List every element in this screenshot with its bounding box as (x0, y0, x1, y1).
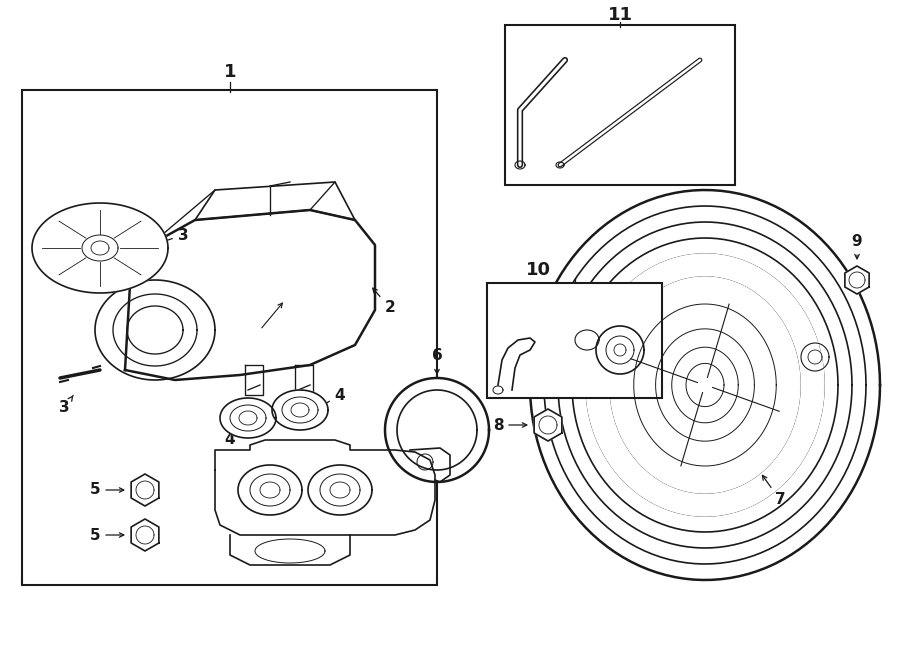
Polygon shape (131, 519, 159, 551)
Text: 4: 4 (321, 387, 346, 406)
Polygon shape (410, 448, 450, 482)
Text: 1: 1 (224, 63, 236, 81)
Text: 11: 11 (608, 6, 633, 24)
Polygon shape (610, 277, 800, 493)
Text: 6: 6 (432, 348, 443, 374)
Polygon shape (125, 210, 375, 380)
Polygon shape (195, 182, 355, 220)
Text: 7: 7 (762, 475, 786, 508)
Polygon shape (131, 474, 159, 506)
Text: 3: 3 (154, 227, 188, 245)
Polygon shape (238, 465, 302, 515)
Polygon shape (397, 390, 477, 470)
Text: 9: 9 (851, 235, 862, 259)
Polygon shape (596, 326, 644, 374)
Bar (505, 25, 735, 185)
Text: 2: 2 (373, 288, 395, 315)
Polygon shape (32, 203, 168, 293)
Polygon shape (845, 266, 869, 294)
Bar (22, 90, 437, 585)
Polygon shape (220, 398, 276, 438)
Polygon shape (230, 535, 350, 565)
Text: 10: 10 (526, 261, 551, 279)
Text: 3: 3 (58, 395, 73, 416)
Polygon shape (385, 378, 489, 482)
Text: 5: 5 (90, 527, 124, 543)
Polygon shape (272, 390, 328, 430)
Text: 4: 4 (225, 428, 245, 447)
Bar (487, 283, 662, 398)
Polygon shape (534, 409, 562, 441)
Text: 5: 5 (90, 483, 124, 498)
Polygon shape (308, 465, 372, 515)
Polygon shape (586, 254, 824, 516)
Polygon shape (498, 338, 535, 390)
Text: 8: 8 (492, 418, 526, 432)
Polygon shape (215, 440, 435, 535)
